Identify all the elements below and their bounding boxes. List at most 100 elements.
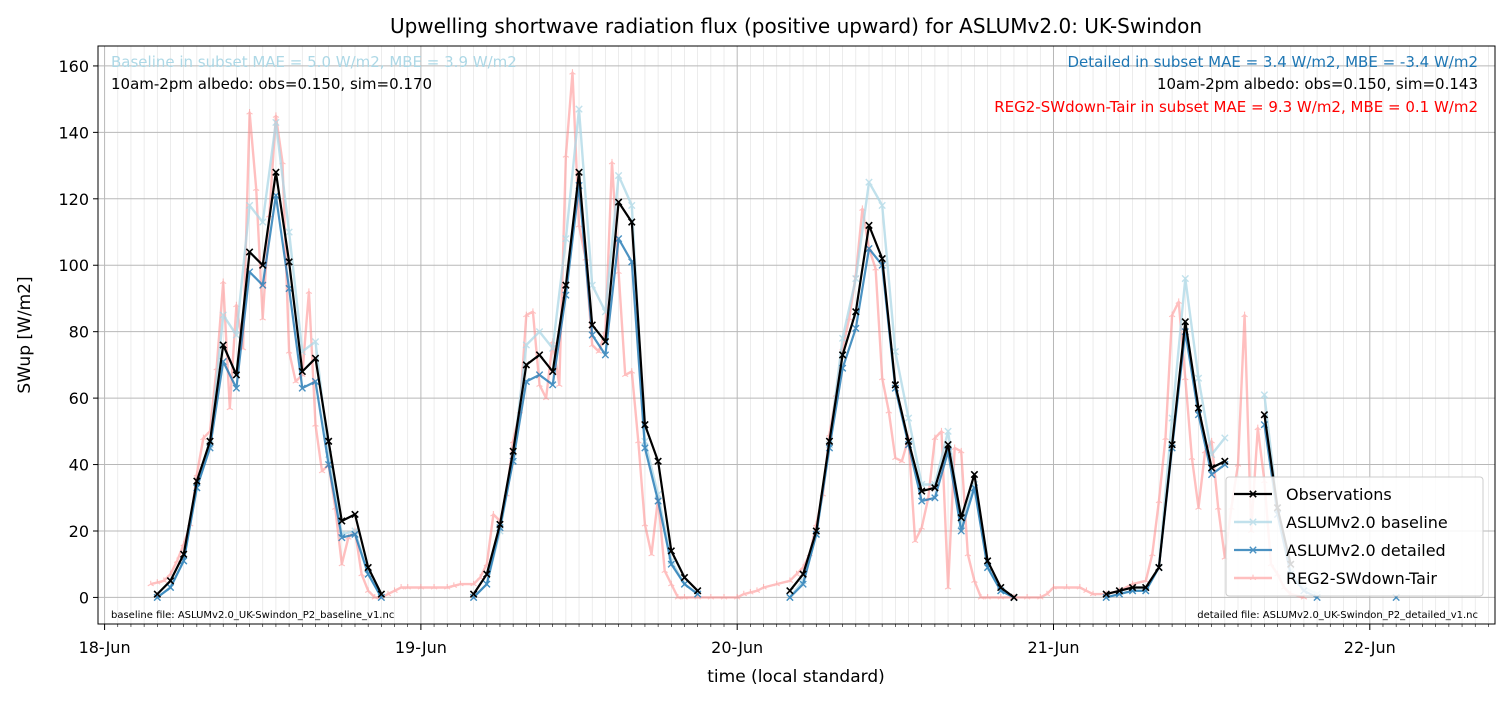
data-point-reg2-swdown-tair: [430, 584, 438, 590]
data-point-aslumv2-0-baseline: [272, 118, 280, 127]
data-point-reg2-swdown-tair: [1215, 504, 1222, 510]
series-layer: [147, 69, 1400, 602]
data-point-aslumv2-0-detailed: [535, 371, 544, 379]
series-line-aslumv2-0-detailed: [156, 194, 383, 599]
data-point-reg2-swdown-tair: [648, 550, 655, 557]
data-point-observations: [311, 354, 320, 363]
data-point-reg2-swdown-tair: [958, 447, 965, 454]
data-point-reg2-swdown-tair: [793, 570, 800, 577]
data-point-observations: [522, 361, 531, 369]
data-point-aslumv2-0-baseline: [1221, 434, 1229, 442]
data-point-observations: [891, 381, 900, 389]
legend-marker: [1249, 546, 1257, 554]
data-point-aslumv2-0-baseline: [285, 228, 293, 236]
data-point-reg2-swdown-tair: [747, 589, 754, 595]
data-point-aslumv2-0-detailed: [259, 281, 267, 289]
data-point-observations: [931, 484, 939, 492]
data-point-reg2-swdown-tair: [457, 580, 464, 587]
data-point-reg2-swdown-tair: [707, 594, 715, 600]
reg2-stats-annotation: REG2-SWdown-Tair in subset MAE = 9.3 W/m…: [994, 98, 1478, 116]
data-point-observations: [1010, 593, 1018, 602]
data-point-reg2-swdown-tair: [529, 308, 537, 314]
x-tick-label: 20-Jun: [711, 638, 763, 657]
data-point-aslumv2-0-baseline: [311, 337, 320, 346]
x-tick-label: 19-Jun: [395, 638, 447, 657]
data-point-aslumv2-0-detailed: [548, 381, 557, 389]
data-point-observations: [285, 258, 293, 266]
data-point-aslumv2-0-detailed: [641, 444, 649, 452]
data-point-observations: [496, 520, 504, 529]
data-point-reg2-swdown-tair: [536, 381, 543, 388]
data-point-reg2-swdown-tair: [681, 594, 688, 600]
data-point-reg2-swdown-tair: [1182, 374, 1189, 381]
data-point-observations: [509, 447, 517, 456]
data-point-reg2-swdown-tair: [1076, 584, 1084, 590]
plot-frame: [97, 45, 1496, 625]
data-point-reg2-swdown-tair: [1168, 311, 1176, 318]
legend: Observations ASLUMv2.0 baseline ASLUMv2.0 …: [1225, 476, 1484, 597]
data-point-reg2-swdown-tair: [312, 421, 319, 427]
x-tick-label: 18-Jun: [79, 638, 131, 657]
data-point-reg2-swdown-tair: [417, 584, 425, 590]
data-point-reg2-swdown-tair: [1023, 594, 1031, 600]
data-point-aslumv2-0-detailed: [232, 384, 241, 392]
data-point-reg2-swdown-tair: [898, 457, 906, 464]
data-point-aslumv2-0-detailed: [166, 583, 175, 592]
data-point-reg2-swdown-tair: [773, 580, 780, 587]
data-point-observations: [483, 570, 491, 578]
data-point-observations: [351, 510, 359, 519]
data-point-observations: [865, 221, 873, 230]
data-point-reg2-swdown-tair: [733, 594, 741, 600]
minor-grid: [117, 46, 1489, 624]
data-point-reg2-swdown-tair: [404, 584, 411, 590]
data-point-observations: [917, 487, 926, 495]
data-point-aslumv2-0-detailed: [298, 384, 306, 392]
data-point-aslumv2-0-baseline: [944, 427, 952, 436]
data-point-aslumv2-0-baseline: [852, 274, 860, 283]
data-point-reg2-swdown-tair: [1063, 584, 1070, 590]
data-point-observations: [232, 371, 241, 379]
data-point-observations: [1207, 464, 1216, 472]
x-tick-label: 21-Jun: [1027, 638, 1079, 657]
data-point-observations: [641, 420, 649, 429]
data-point-aslumv2-0-baseline: [232, 331, 241, 339]
data-point-observations: [693, 587, 702, 595]
data-point-reg2-swdown-tair: [635, 437, 642, 444]
data-point-observations: [904, 437, 913, 446]
data-point-observations: [206, 437, 214, 446]
data-point-reg2-swdown-tair: [786, 577, 794, 583]
data-point-reg2-swdown-tair: [160, 577, 168, 583]
y-tick-label: 0: [79, 588, 89, 607]
data-point-reg2-swdown-tair: [1241, 311, 1248, 318]
data-point-observations: [1115, 587, 1124, 595]
data-point-aslumv2-0-detailed: [614, 234, 623, 243]
data-point-aslumv2-0-baseline: [219, 311, 227, 319]
data-point-observations: [970, 470, 979, 479]
data-point-reg2-swdown-tair: [971, 577, 978, 583]
data-point-aslumv2-0-detailed: [588, 331, 596, 339]
data-point-reg2-swdown-tair: [1175, 298, 1182, 304]
data-point-aslumv2-0-detailed: [931, 494, 939, 502]
data-point-reg2-swdown-tair: [154, 579, 161, 585]
data-point-observations: [1141, 583, 1150, 592]
data-point-reg2-swdown-tair: [226, 404, 234, 411]
data-point-reg2-swdown-tair: [318, 467, 326, 474]
y-tick-label: 100: [58, 256, 89, 275]
data-point-reg2-swdown-tair: [1043, 590, 1051, 597]
data-point-reg2-swdown-tair: [450, 582, 458, 588]
data-point-aslumv2-0-baseline: [575, 105, 583, 113]
y-tick-label: 20: [69, 522, 89, 541]
x-tick-label: 22-Jun: [1344, 638, 1396, 657]
data-point-observations: [338, 517, 346, 525]
data-point-reg2-swdown-tair: [259, 314, 266, 321]
data-point-reg2-swdown-tair: [444, 584, 451, 590]
data-point-observations: [997, 583, 1005, 592]
y-axis-label: SWup [W/m2]: [15, 276, 35, 393]
data-point-aslumv2-0-detailed: [483, 580, 491, 588]
data-point-reg2-swdown-tair: [984, 594, 991, 600]
data-point-reg2-swdown-tair: [661, 567, 668, 574]
data-point-reg2-swdown-tair: [918, 524, 925, 530]
data-point-aslumv2-0-detailed: [852, 324, 860, 333]
y-tick-label: 140: [58, 123, 89, 142]
series-line-observations: [789, 224, 1015, 599]
